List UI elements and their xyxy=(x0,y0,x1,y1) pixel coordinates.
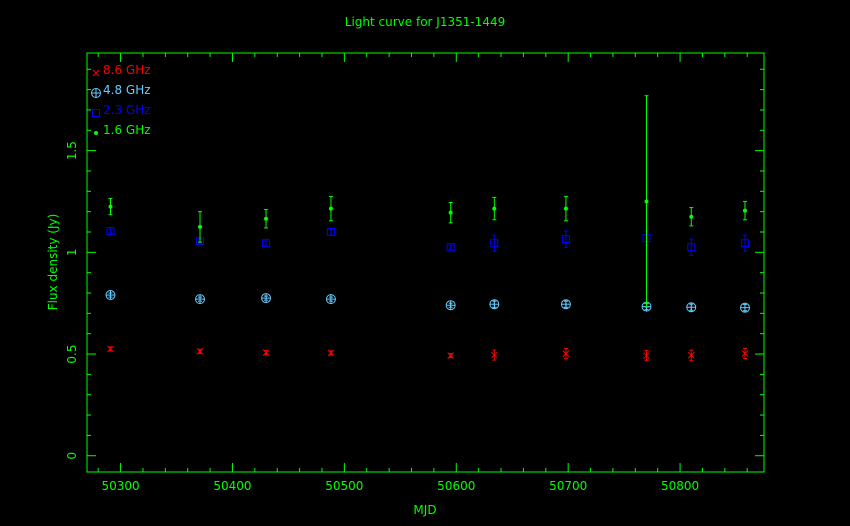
data-point xyxy=(447,352,455,360)
chart-title: Light curve for J1351-1449 xyxy=(345,15,505,29)
data-point xyxy=(490,351,498,359)
data-point xyxy=(325,294,336,305)
data-point xyxy=(108,204,113,209)
legend-label: 2.3 GHz xyxy=(103,103,151,117)
legend-marker xyxy=(94,131,98,135)
y-tick-label: 0.5 xyxy=(65,344,79,363)
legend-label: 8.6 GHz xyxy=(103,63,151,77)
data-point xyxy=(489,299,500,310)
x-tick-label: 50300 xyxy=(101,479,139,493)
data-point xyxy=(196,348,204,355)
data-point xyxy=(560,299,571,310)
data-point xyxy=(327,349,335,357)
legend-marker xyxy=(92,69,100,77)
legend-marker xyxy=(92,109,100,117)
y-tick-label: 1.5 xyxy=(65,141,79,160)
data-point xyxy=(687,243,696,252)
data-point xyxy=(262,349,270,356)
legend-marker xyxy=(91,88,101,98)
data-point xyxy=(106,226,115,235)
data-point xyxy=(195,294,206,305)
x-tick-label: 50700 xyxy=(549,479,587,493)
data-point xyxy=(448,210,453,215)
data-point xyxy=(561,235,570,244)
data-point xyxy=(686,302,697,313)
x-tick-label: 50400 xyxy=(213,479,251,493)
x-tick-label: 50600 xyxy=(437,479,475,493)
data-point xyxy=(689,214,694,219)
series-1-6-ghz xyxy=(108,95,747,308)
data-point xyxy=(740,239,749,248)
data-point xyxy=(563,206,568,211)
data-point xyxy=(742,208,747,213)
series-8-6-ghz xyxy=(107,345,749,362)
x-tick-label: 50500 xyxy=(325,479,363,493)
legend-label: 1.6 GHz xyxy=(103,123,151,137)
data-point xyxy=(687,351,695,359)
data-point xyxy=(107,345,114,353)
data-point xyxy=(492,206,497,211)
data-point xyxy=(264,216,269,221)
data-point xyxy=(261,293,272,304)
data-series xyxy=(105,95,750,362)
data-point xyxy=(446,243,455,252)
data-point xyxy=(490,239,499,248)
axis-ticks: 50300 50400 50500 50600 50700 50800 0 0.5 1 1.5 xyxy=(65,53,764,493)
data-point xyxy=(741,350,749,357)
y-tick-label: 0 xyxy=(65,452,79,460)
y-axis-label: Flux density (Jy) xyxy=(46,214,60,311)
data-point xyxy=(445,300,456,311)
series-4-8-ghz xyxy=(105,290,750,313)
data-point xyxy=(562,350,570,357)
series-2-3-ghz xyxy=(106,226,749,256)
legend: 8.6 GHz 4.8 GHz 2.3 GHz 1.6 GHz xyxy=(91,63,151,137)
legend-label: 4.8 GHz xyxy=(103,83,151,97)
x-axis-label: MJD xyxy=(413,503,436,517)
plot-frame xyxy=(86,52,765,473)
data-point xyxy=(198,224,203,229)
data-point xyxy=(643,352,650,360)
data-point xyxy=(739,302,750,313)
data-point xyxy=(328,206,333,211)
data-point xyxy=(262,239,271,248)
x-tick-label: 50800 xyxy=(661,479,699,493)
data-point xyxy=(644,199,649,204)
data-point xyxy=(105,290,116,301)
y-tick-label: 1 xyxy=(65,249,79,257)
data-point xyxy=(326,227,335,236)
